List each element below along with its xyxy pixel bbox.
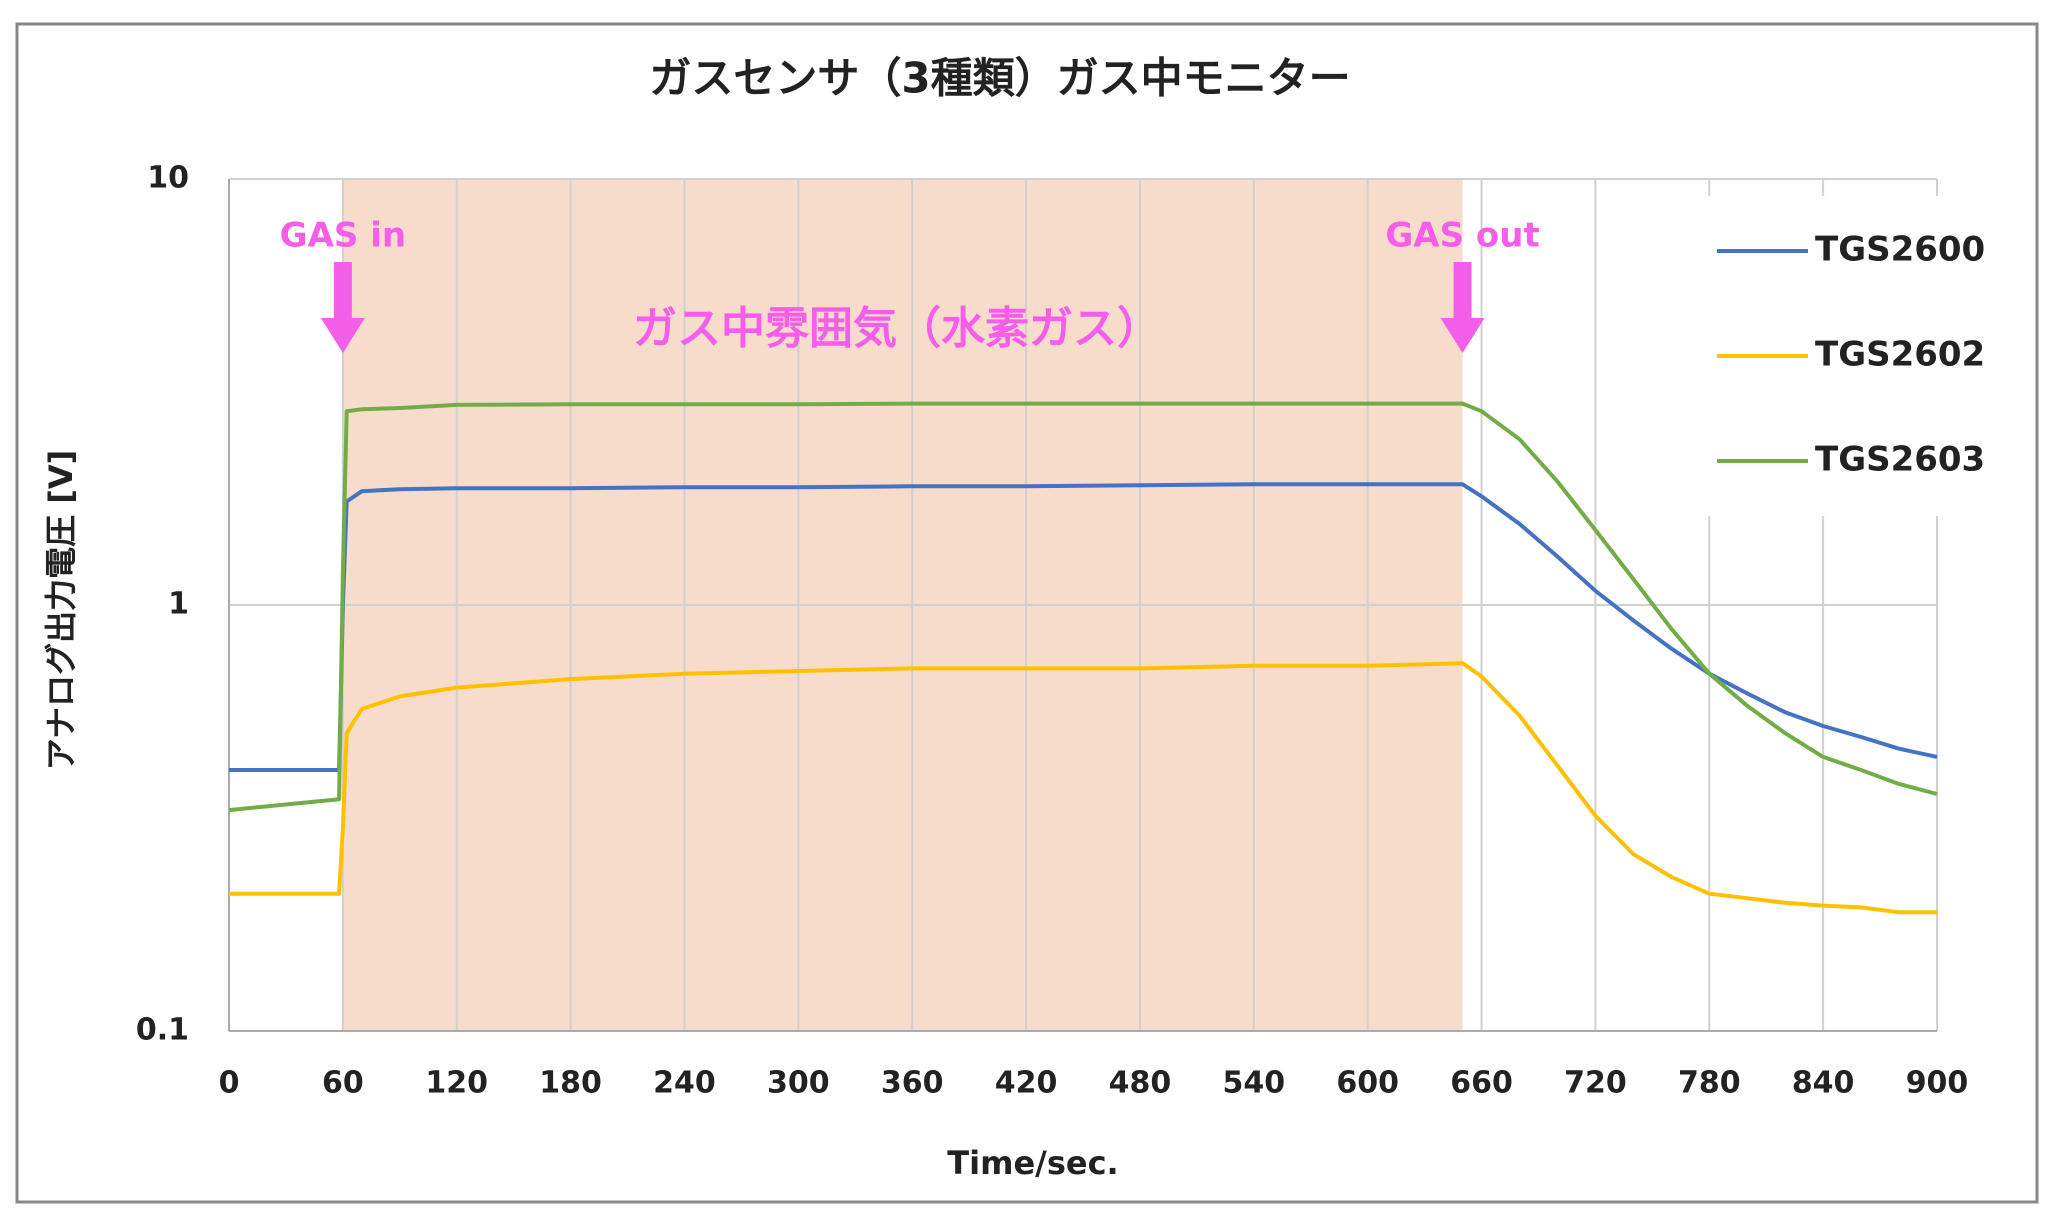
x-tick-label: 120 [425, 1066, 488, 1101]
data-line [228, 401, 1938, 813]
x-tick-label: 360 [881, 1066, 944, 1101]
annotation: GAS in [280, 216, 406, 256]
y-axis-label: アナログ出力電圧 [V] [42, 450, 80, 771]
annotation: ガス中雰囲気（水素ガス） [633, 303, 1161, 354]
x-tick-label: 900 [1906, 1066, 1969, 1101]
x-tick-label: 780 [1678, 1066, 1741, 1101]
x-tick-label: 420 [995, 1066, 1058, 1101]
x-axis-label: Time/sec. [947, 1144, 1118, 1182]
x-tick-label: 660 [1450, 1066, 1513, 1101]
arrow-shaft [333, 262, 352, 320]
x-tick-label: 480 [1109, 1066, 1172, 1101]
legend-label: TGS2603 [1815, 440, 1985, 480]
arrow-shaft [1453, 262, 1472, 320]
arrow-head [320, 318, 365, 353]
x-tick-label: 600 [1336, 1066, 1399, 1101]
x-tick-label: 300 [767, 1066, 830, 1101]
x-tick-label: 240 [653, 1066, 716, 1101]
x-tick-label: 0 [219, 1066, 240, 1101]
annotation: GAS out [1385, 216, 1539, 256]
legend-label: TGS2602 [1815, 335, 1985, 375]
data-line [229, 482, 1938, 772]
legend-label: TGS2600 [1815, 230, 1985, 270]
x-tick-label: 180 [539, 1066, 602, 1101]
data-line [229, 661, 1937, 915]
x-tick-label: 720 [1564, 1066, 1627, 1101]
x-tick-label: 840 [1792, 1066, 1855, 1101]
chart-title: ガスセンサ（3種類）ガス中モニター [649, 54, 1350, 103]
arrow-head [1440, 318, 1485, 353]
y-tick-label: 1 [168, 587, 189, 622]
y-tick-label: 10 [147, 161, 189, 196]
x-tick-label: 540 [1222, 1066, 1285, 1101]
y-tick-label: 0.1 [136, 1013, 189, 1048]
x-tick-label: 60 [322, 1066, 364, 1101]
